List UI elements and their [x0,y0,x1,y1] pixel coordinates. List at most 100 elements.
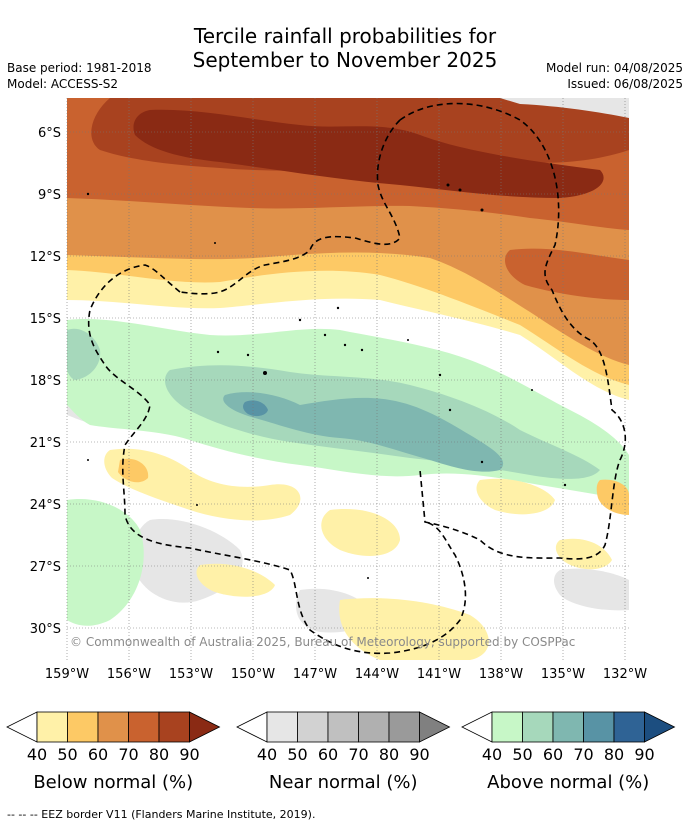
near-normal-patch-southeast [554,568,629,611]
legend-1: 40 50 60 70 80 90 Below normal (%) [6,711,221,793]
legend-tick: 60 [543,745,563,764]
base-period: Base period: 1981-2018 [7,61,152,75]
legend-swatch [522,711,554,743]
legend-swatch [128,711,160,743]
lon-label: 138°W [479,667,523,682]
legend-swatch [297,711,329,743]
island [323,333,327,337]
legend-arrow-high [644,711,676,743]
lat-label: 21°S [30,436,61,451]
below-normal-50-east-2 [555,538,612,570]
lon-label: 141°W [417,667,461,682]
lon-label: 147°W [293,667,337,682]
legend-swatch [67,711,99,743]
eez-border-cook-islands [87,264,467,655]
legend-tick: 60 [88,745,108,764]
above-normal-80-core [243,400,268,417]
island [438,373,442,377]
legend-tick: 70 [118,745,138,764]
near-normal-patch-northeast [500,98,629,118]
lat-label: 30°S [30,622,61,637]
lat-label: 6°S [38,126,61,141]
lon-label: 150°W [231,667,275,682]
lat-label: 15°S [30,312,61,327]
island [263,371,267,375]
legend-tick: 90 [179,745,199,764]
lon-label: 153°W [169,667,213,682]
latitude-labels: 6°S 9°S 12°S 15°S 18°S 21°S 24°S 27°S 30… [30,126,61,637]
legend-swatch [613,711,645,743]
eez-footnote: -- -- -- EEZ border V11 (Flanders Marine… [7,808,316,821]
map-title: Tercile rainfall probabilities for Septe… [0,24,690,72]
legend-label: Below normal (%) [33,772,193,793]
lat-label: 24°S [30,498,61,513]
legend-label: Above normal (%) [487,772,649,793]
legend-swatch [158,711,190,743]
longitude-labels: 159°W 156°W 153°W 150°W 147°W 144°W 141°… [45,667,647,682]
legend-swatch [583,711,615,743]
lat-label: 18°S [30,374,61,389]
legend-arrow-low [461,711,493,743]
graticule [66,98,629,660]
island [360,348,364,352]
legend-2: 40 50 60 70 80 90 Near normal (%) [236,711,451,793]
legend-arrow-low [236,711,268,743]
lon-label: 135°W [541,667,585,682]
lat-label: 12°S [30,250,61,265]
lon-label: 144°W [355,667,399,682]
model-run: Model run: 04/08/2025 [545,61,683,75]
lat-label: 27°S [30,560,61,575]
below-normal-50-south-4 [339,598,489,660]
below-normal-50-south-1 [104,448,301,521]
island [87,459,89,461]
below-normal-90-core [133,109,604,198]
legend-swatch [358,711,390,743]
lon-label: 159°W [45,667,89,682]
island [446,183,450,187]
issued-date: Issued: 06/08/2025 [567,77,683,91]
island [246,353,250,357]
legend-3: 40 50 60 70 80 90 Above normal (%) [461,711,676,793]
legend-swatch [266,711,298,743]
island [448,408,452,412]
legend-tick: 50 [57,745,77,764]
island [367,577,369,579]
below-normal-50-south-3 [196,563,275,597]
legend-swatch [97,711,129,743]
meta-right: Model run: 04/08/2025 Issued: 06/08/2025 [546,60,683,92]
island [480,460,484,464]
probability-field [67,98,629,660]
island [407,339,409,341]
legend-tick: 40 [257,745,277,764]
lon-label: 132°W [603,667,647,682]
legend-arrow-low [6,711,38,743]
eez-borders [87,102,627,655]
legend-tick: 70 [573,745,593,764]
island [298,318,302,322]
legend-tick: 40 [482,745,502,764]
legend-tick: 70 [348,745,368,764]
legend-tick: 80 [379,745,399,764]
title-line-1: Tercile rainfall probabilities for [193,24,497,48]
island [531,389,533,391]
legend-arrow-high [189,711,221,743]
lat-label: 9°S [38,188,61,203]
islands [86,183,567,579]
lon-label: 156°W [107,667,151,682]
model-name: Model: ACCESS-S2 [7,77,119,91]
legend-tick: 40 [27,745,47,764]
legend-swatch [552,711,584,743]
above-normal-70-core [223,392,504,472]
above-normal-50-southwest [67,499,144,626]
below-normal-50-southeast [476,478,555,515]
eez-border-marquesas [399,102,627,560]
island [480,208,484,212]
below-normal-50-south-2 [321,509,400,556]
eez-border-marquesas-north [179,119,401,295]
title-line-2: September to November 2025 [192,48,498,72]
legends: 40 50 60 70 80 90 Below normal (%) 40 50 60 70 80 90… [6,711,676,793]
legend-swatch [388,711,420,743]
below-normal-80-patch [505,248,629,300]
legend-swatch [491,711,523,743]
